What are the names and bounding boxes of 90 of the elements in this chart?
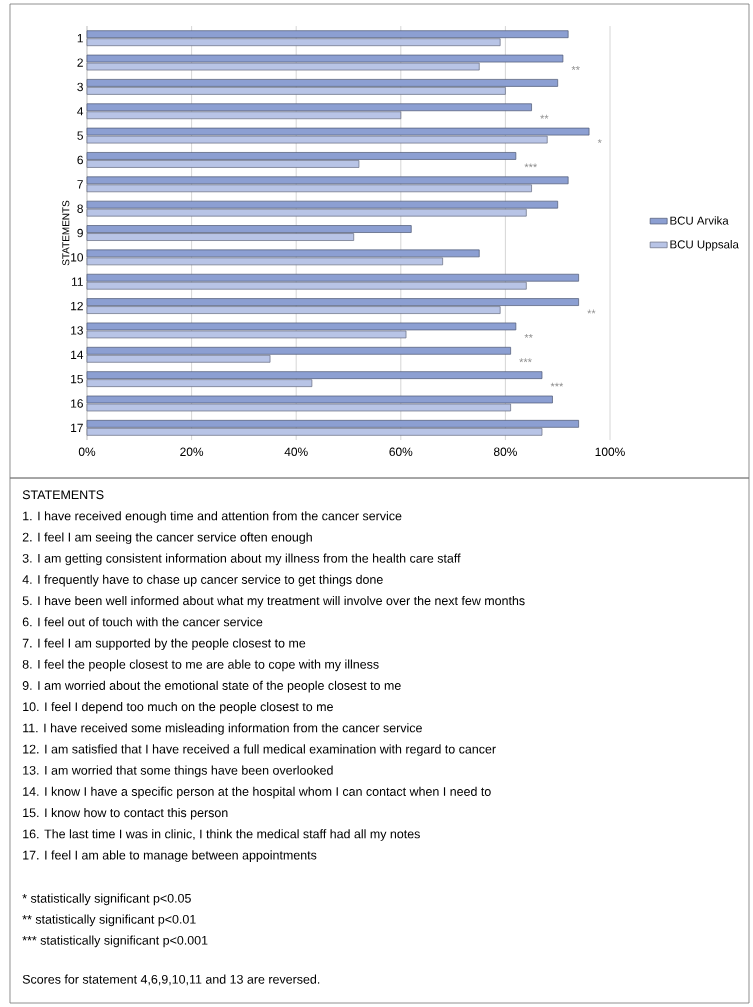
bar — [86, 354, 271, 363]
y-tick-label: 2 — [77, 58, 83, 67]
bar — [86, 127, 590, 136]
bar — [86, 419, 579, 428]
annotation: ** — [524, 333, 533, 338]
bar — [86, 322, 517, 331]
text: 5. I have been well informed about what my treatment will involve over the next few months — [22, 595, 525, 608]
text: 14. I know I have a specific person at the hospital whom I can contact when I need to — [23, 786, 491, 799]
text: 10. I feel I depend too much on the people closest to me — [23, 701, 333, 714]
x-tick-label: 40% — [284, 447, 308, 456]
bar — [86, 62, 480, 71]
y-tick-label: 17 — [71, 423, 83, 432]
text: 9. I am worried about the emotional state of the people closest to me — [22, 680, 401, 693]
text: 11. I have received some misleading information from the cancer service — [23, 723, 422, 735]
text: 7. I feel I am supported by the people closest to me — [22, 638, 306, 650]
bar — [86, 79, 559, 87]
y-tick-label: 1 — [77, 34, 83, 43]
annotation: ** — [540, 114, 549, 119]
bar — [86, 371, 543, 379]
bar — [86, 225, 412, 233]
y-axis-title: STATEMENTS — [62, 200, 70, 266]
bar — [86, 427, 543, 436]
bar — [86, 330, 407, 339]
x-tick-label: 80% — [493, 447, 517, 456]
y-tick-label: 13 — [71, 326, 83, 335]
y-tick-label: 9 — [77, 228, 83, 238]
text: *** statistically significant p<0.001 — [22, 935, 208, 948]
text: 2. I feel I am seeing the cancer service often enough — [22, 532, 312, 544]
y-tick-label: 5 — [77, 131, 83, 140]
y-tick-label: 11 — [71, 277, 83, 286]
annotation: ** — [587, 309, 596, 314]
text: * statistically significant p<0.05 — [22, 893, 191, 906]
text: 8. I feel the people closest to me are able to cope with my illness — [22, 659, 379, 672]
text: ** statistically significant p<0.01 — [22, 914, 196, 927]
y-tick-label: 16 — [71, 399, 83, 408]
bar — [86, 87, 506, 95]
bar — [86, 273, 579, 282]
bar — [86, 160, 360, 168]
y-tick-label: 10 — [71, 253, 84, 262]
bar — [86, 249, 480, 258]
bar — [86, 38, 501, 47]
annotation: *** — [519, 358, 532, 363]
text: 15. I know how to contact this person — [23, 807, 228, 820]
y-tick-label: 7 — [77, 180, 83, 189]
y-tick-label: 15 — [71, 374, 83, 384]
y-tick-label: 8 — [77, 204, 83, 213]
bar — [86, 30, 569, 39]
y-tick-label: 14 — [71, 350, 84, 359]
bar — [86, 184, 532, 193]
bar — [86, 403, 511, 412]
text: 6. I feel out of touch with the cancer service — [22, 617, 263, 627]
legend-label: BCU Uppsala — [670, 240, 739, 251]
bar — [86, 346, 511, 355]
bar — [86, 379, 313, 387]
y-tick-label: 12 — [71, 301, 83, 311]
x-tick-label: 100% — [595, 447, 625, 456]
annotation: * — [597, 139, 602, 143]
y-tick-label: 4 — [77, 107, 84, 116]
bar — [86, 135, 548, 144]
y-tick-label: 6 — [77, 155, 83, 165]
bar — [86, 306, 501, 314]
text: STATEMENTS — [22, 490, 104, 500]
y-tick-label: 3 — [77, 82, 83, 92]
bar — [86, 281, 527, 290]
bar — [86, 395, 553, 404]
text: Scores for statement 4,6,9,10,11 and 13 are reversed. — [22, 974, 320, 986]
annotation: ** — [571, 66, 580, 70]
bar — [86, 233, 355, 241]
annotation: *** — [524, 163, 537, 168]
x-tick-label: 60% — [389, 447, 413, 456]
text: 3. I am getting consistent information about my illness from the health care staff — [22, 553, 461, 566]
text: 4. I frequently have to chase up cancer service to get things done — [22, 574, 383, 587]
bar — [86, 103, 532, 112]
x-tick-label: 0% — [78, 447, 96, 456]
text: 16. The last time I was in clinic, I think the medical staff had all my notes — [23, 829, 420, 841]
text: 12. I am satisfied that I have received a full medical examination with regard to cancer — [23, 744, 496, 756]
bar — [86, 152, 517, 160]
text: 13. I am worried that some things have been overlooked — [23, 765, 333, 778]
legend-label: BCU Arvika — [670, 216, 729, 225]
bar — [86, 54, 564, 63]
bar — [86, 176, 569, 185]
bar — [86, 298, 579, 306]
bar — [86, 200, 559, 209]
text: 17. I feel I am able to manage between appointments — [23, 850, 317, 862]
x-tick-label: 20% — [180, 447, 204, 456]
bar — [86, 208, 527, 217]
bar — [86, 111, 402, 120]
annotation: *** — [550, 382, 564, 387]
text: 1. I have received enough time and attention from the cancer service — [23, 511, 402, 523]
bar — [86, 257, 443, 266]
